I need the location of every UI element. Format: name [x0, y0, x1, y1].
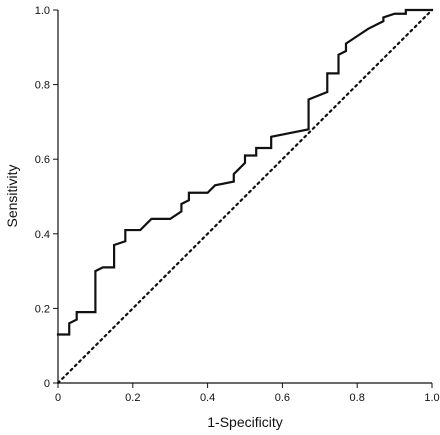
y-axis-title: Sensitivity	[4, 164, 20, 227]
y-tick-label: 1.0	[35, 5, 50, 17]
series-layer	[56, 8, 434, 385]
y-tick-label: 0	[44, 378, 50, 390]
y-tick-label: 0.4	[35, 229, 50, 241]
x-tick-label: 0.8	[350, 392, 365, 404]
x-tick-label: 0	[55, 392, 61, 404]
reference-diagonal-line	[56, 8, 434, 385]
y-tick-label: 0.6	[35, 154, 50, 166]
y-axis-ticks: 0 0.2 0.4 0.6 0.8 1.0	[35, 5, 58, 390]
x-tick-label: 1.0	[424, 392, 439, 404]
roc-curve-line	[56, 8, 434, 336]
plot-area	[57, 10, 432, 384]
x-tick-label: 0.6	[275, 392, 290, 404]
x-axis-title: 1-Specificity	[207, 414, 282, 430]
x-tick-label: 0.2	[125, 392, 140, 404]
x-tick-label: 0.4	[200, 392, 215, 404]
y-tick-label: 0.8	[35, 80, 50, 92]
y-tick-label: 0.2	[35, 303, 50, 315]
x-axis-ticks: 0 0.2 0.4 0.6 0.8 1.0	[55, 383, 440, 404]
